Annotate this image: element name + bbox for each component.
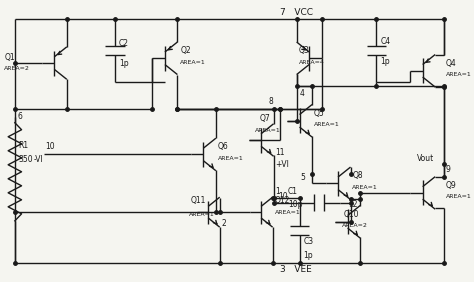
Text: 1p: 1p: [380, 57, 390, 66]
Text: Vout: Vout: [417, 154, 434, 163]
Text: 10: 10: [46, 142, 55, 151]
Text: AREA=1: AREA=1: [274, 210, 301, 215]
Text: Q1: Q1: [4, 53, 15, 62]
Text: AREA=1: AREA=1: [218, 156, 244, 161]
Text: Q9: Q9: [446, 181, 456, 190]
Text: Q10: Q10: [344, 210, 359, 219]
Text: Q6: Q6: [218, 142, 228, 151]
Text: 2: 2: [222, 219, 227, 228]
Text: 5: 5: [301, 173, 305, 182]
Text: AREA=1: AREA=1: [189, 212, 215, 217]
Text: Q5: Q5: [314, 109, 325, 118]
Text: AREA=1: AREA=1: [353, 185, 378, 190]
Text: AREA=1: AREA=1: [446, 72, 472, 77]
Text: 1: 1: [275, 188, 280, 197]
Text: C1: C1: [288, 186, 298, 195]
Text: -VI: -VI: [34, 155, 44, 164]
Text: AREA=1: AREA=1: [446, 194, 472, 199]
Text: AREA=2: AREA=2: [4, 66, 30, 71]
Text: AREA=4: AREA=4: [299, 60, 325, 65]
Text: C4: C4: [380, 38, 391, 47]
Text: 4: 4: [300, 89, 304, 98]
Text: AREA=2: AREA=2: [342, 223, 368, 228]
Text: Q2: Q2: [180, 46, 191, 55]
Text: Q3: Q3: [299, 46, 310, 55]
Text: C3: C3: [303, 237, 313, 246]
Text: Q8: Q8: [353, 171, 363, 180]
Text: 6: 6: [18, 113, 23, 122]
Text: AREA=1: AREA=1: [314, 122, 340, 127]
Text: 350: 350: [18, 155, 33, 164]
Text: 9: 9: [446, 165, 451, 174]
Text: 8: 8: [269, 97, 273, 106]
Text: 10p: 10p: [288, 200, 302, 209]
Text: 1p: 1p: [118, 59, 128, 68]
Text: 12: 12: [348, 200, 358, 209]
Text: Q12: Q12: [274, 196, 290, 205]
Text: 7   VCC: 7 VCC: [280, 8, 313, 17]
Text: C2: C2: [118, 39, 129, 48]
Text: 10: 10: [278, 192, 288, 201]
Text: 1p: 1p: [303, 251, 313, 260]
Text: R1: R1: [18, 141, 29, 150]
Text: 11: 11: [275, 148, 285, 157]
Text: Q11: Q11: [191, 196, 206, 205]
Text: 3   VEE: 3 VEE: [280, 265, 312, 274]
Text: +VI: +VI: [275, 160, 290, 169]
Text: Q4: Q4: [446, 59, 456, 68]
Text: AREA=1: AREA=1: [255, 128, 281, 133]
Text: Q7: Q7: [259, 114, 270, 124]
Text: AREA=1: AREA=1: [180, 60, 206, 65]
